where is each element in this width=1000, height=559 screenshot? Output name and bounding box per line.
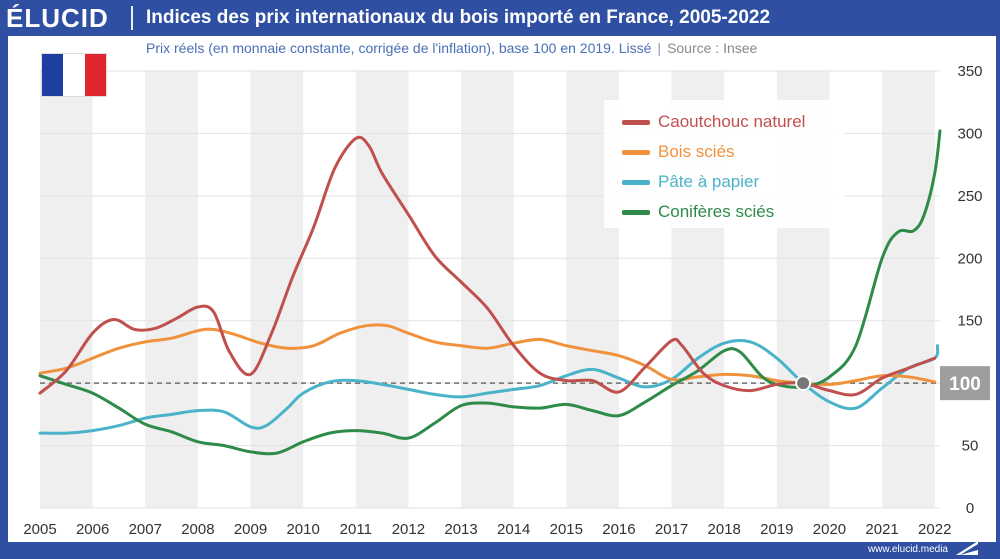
x-tick-label-2006: 2006 — [76, 521, 109, 538]
legend-label-coniferes: Conifères sciés — [658, 202, 775, 221]
year-band-2009 — [250, 71, 304, 508]
x-tick-label-2005: 2005 — [23, 521, 56, 538]
legend-item-caoutchouc: Caoutchouc naturel — [622, 112, 805, 132]
chart-title: Indices des prix internationaux du bois … — [146, 7, 771, 28]
source-text: Source : Insee — [667, 40, 758, 56]
footer-url[interactable]: www.elucid.media — [867, 544, 948, 555]
legend-item-coniferes: Conifères sciés — [622, 202, 774, 222]
x-tick-label-2016: 2016 — [602, 521, 635, 538]
x-tick-label-2008: 2008 — [181, 521, 214, 538]
y-tick-label-200: 200 — [957, 250, 982, 267]
x-tick-label-2015: 2015 — [550, 521, 583, 538]
elucid-logo[interactable]: ÉLUCID — [6, 4, 124, 32]
x-tick-label-2021: 2021 — [865, 521, 898, 538]
year-band-2011 — [355, 71, 409, 508]
series-line-coniferes — [38, 129, 942, 456]
x-tick-label-2014: 2014 — [497, 521, 530, 538]
x-tick-label-2013: 2013 — [444, 521, 477, 538]
chart-legend: Caoutchouc naturel Bois sciés Pâte à pap… — [604, 100, 844, 228]
series-line-caoutchouc — [38, 135, 937, 397]
header-bar: ÉLUCID Indices des prix internationaux d… — [0, 0, 1000, 36]
year-band-2007 — [145, 71, 198, 508]
x-tick-label-2019: 2019 — [760, 521, 793, 538]
subtitle-separator: | — [657, 40, 662, 56]
legend-swatch-caoutchouc — [622, 119, 650, 125]
legend-label-bois: Bois sciés — [658, 142, 735, 161]
subtitle-text: Prix réels (en monnaie constante, corrig… — [146, 40, 652, 56]
y-tick-label-300: 300 — [957, 125, 982, 142]
year-band-2005 — [40, 71, 93, 508]
legend-label-pate: Pâte à papier — [658, 172, 760, 191]
year-band-2021 — [882, 71, 935, 508]
x-tick-label-2011: 2011 — [340, 521, 372, 538]
y-tick-label-250: 250 — [957, 188, 982, 205]
x-tick-label-2018: 2018 — [708, 521, 741, 538]
series-line-bois — [38, 323, 937, 386]
elucid-mark-icon — [956, 541, 978, 555]
reference-label-box — [940, 366, 990, 401]
header-divider — [131, 6, 133, 30]
x-tick-label-2012: 2012 — [392, 521, 425, 538]
x-tick-label-2009: 2009 — [234, 521, 267, 538]
france-flag-icon — [41, 53, 107, 97]
chart-subtitle: Prix réels (en monnaie constante, corrig… — [146, 39, 757, 57]
x-tick-label-2007: 2007 — [129, 521, 162, 538]
legend-item-pate: Pâte à papier — [622, 172, 759, 192]
legend-item-bois: Bois sciés — [622, 142, 735, 162]
reference-label: 100 — [949, 374, 981, 395]
y-tick-label-50: 50 — [962, 438, 979, 455]
y-tick-label-350: 350 — [957, 63, 982, 80]
x-tick-label-2020: 2020 — [813, 521, 846, 538]
legend-swatch-bois — [622, 149, 650, 155]
y-tick-label-150: 150 — [957, 313, 982, 330]
legend-swatch-pate — [622, 179, 650, 185]
y-tick-label-0: 0 — [966, 500, 974, 517]
x-tick-label-2017: 2017 — [655, 521, 688, 538]
x-tick-label-2010: 2010 — [286, 521, 319, 538]
reference-point-marker — [795, 375, 812, 392]
x-tick-label-2022: 2022 — [918, 521, 951, 538]
legend-swatch-coniferes — [622, 209, 650, 215]
legend-label-caoutchouc: Caoutchouc naturel — [658, 112, 806, 131]
